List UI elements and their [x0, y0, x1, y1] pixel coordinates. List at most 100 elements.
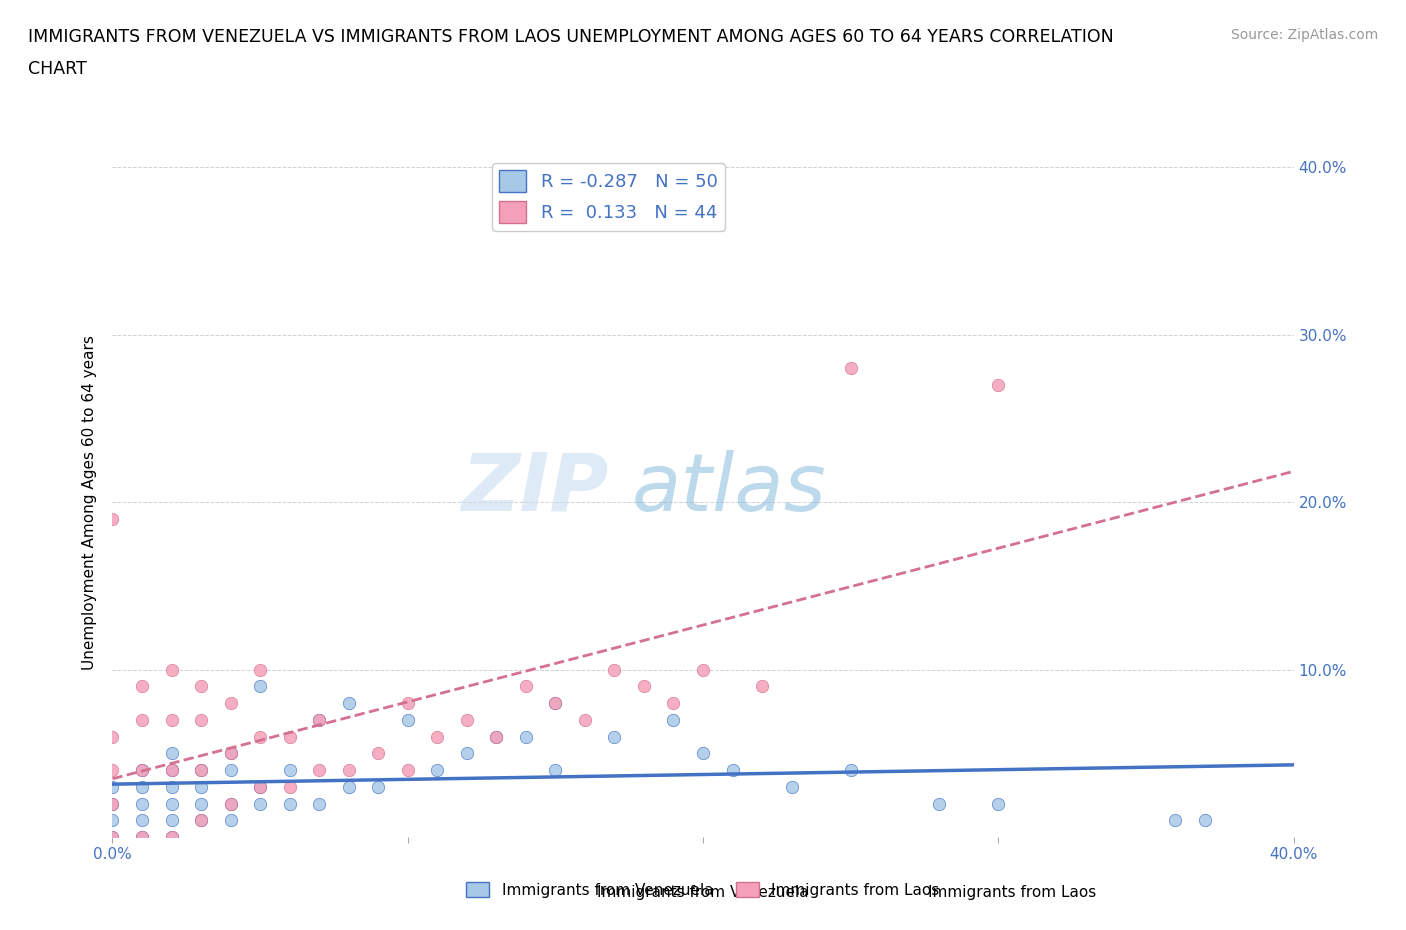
Point: [190, 813, 212, 828]
Point: [987, 796, 1010, 811]
Point: [249, 779, 271, 794]
Point: [101, 763, 124, 777]
Point: [190, 813, 212, 828]
Point: [131, 679, 153, 694]
Point: [308, 712, 330, 727]
Point: [160, 813, 183, 828]
Text: Source: ZipAtlas.com: Source: ZipAtlas.com: [1230, 28, 1378, 42]
Point: [101, 830, 124, 844]
Point: [603, 729, 626, 744]
Text: Immigrants from Laos: Immigrants from Laos: [928, 885, 1097, 900]
Point: [692, 746, 714, 761]
Point: [160, 763, 183, 777]
Point: [278, 779, 301, 794]
Point: [396, 712, 419, 727]
Point: [544, 763, 567, 777]
Text: ZIP: ZIP: [461, 450, 609, 528]
Point: [219, 696, 242, 711]
Point: [219, 813, 242, 828]
Point: [603, 662, 626, 677]
Point: [515, 729, 537, 744]
Legend: R = -0.287   N = 50, R =  0.133   N = 44: R = -0.287 N = 50, R = 0.133 N = 44: [492, 163, 725, 231]
Point: [1194, 813, 1216, 828]
Point: [160, 662, 183, 677]
Point: [337, 696, 360, 711]
Point: [574, 712, 596, 727]
Point: [249, 779, 271, 794]
Point: [219, 746, 242, 761]
Point: [278, 763, 301, 777]
Point: [131, 830, 153, 844]
Point: [544, 696, 567, 711]
Point: [249, 679, 271, 694]
Point: [101, 830, 124, 844]
Point: [131, 796, 153, 811]
Point: [190, 712, 212, 727]
Point: [101, 729, 124, 744]
Point: [485, 729, 508, 744]
Point: [662, 712, 685, 727]
Point: [160, 712, 183, 727]
Point: [190, 763, 212, 777]
Text: Immigrants from Venezuela: Immigrants from Venezuela: [598, 885, 808, 900]
Text: IMMIGRANTS FROM VENEZUELA VS IMMIGRANTS FROM LAOS UNEMPLOYMENT AMONG AGES 60 TO : IMMIGRANTS FROM VENEZUELA VS IMMIGRANTS …: [28, 28, 1114, 46]
Point: [633, 679, 655, 694]
Point: [396, 696, 419, 711]
Point: [485, 729, 508, 744]
Point: [131, 712, 153, 727]
Point: [308, 712, 330, 727]
Point: [426, 729, 449, 744]
Point: [160, 830, 183, 844]
Point: [456, 746, 478, 761]
Point: [219, 796, 242, 811]
Point: [456, 712, 478, 727]
Point: [308, 796, 330, 811]
Point: [101, 512, 124, 526]
Point: [928, 796, 950, 811]
Point: [249, 729, 271, 744]
Point: [190, 779, 212, 794]
Point: [987, 378, 1010, 392]
Point: [839, 361, 862, 376]
Point: [249, 796, 271, 811]
Point: [308, 763, 330, 777]
Point: [337, 763, 360, 777]
Point: [692, 662, 714, 677]
Point: [160, 746, 183, 761]
Point: [219, 763, 242, 777]
Point: [367, 779, 389, 794]
Legend: Immigrants from Venezuela, Immigrants from Laos: Immigrants from Venezuela, Immigrants fr…: [460, 875, 946, 904]
Point: [160, 796, 183, 811]
Point: [219, 796, 242, 811]
Point: [101, 813, 124, 828]
Point: [160, 830, 183, 844]
Point: [131, 763, 153, 777]
Point: [396, 763, 419, 777]
Text: CHART: CHART: [28, 60, 87, 78]
Point: [101, 796, 124, 811]
Text: atlas: atlas: [633, 450, 827, 528]
Point: [131, 830, 153, 844]
Point: [515, 679, 537, 694]
Point: [131, 779, 153, 794]
Point: [278, 729, 301, 744]
Point: [780, 779, 803, 794]
Point: [190, 763, 212, 777]
Point: [426, 763, 449, 777]
Point: [721, 763, 744, 777]
Point: [101, 779, 124, 794]
Point: [367, 746, 389, 761]
Point: [839, 763, 862, 777]
Point: [1164, 813, 1187, 828]
Point: [278, 796, 301, 811]
Point: [544, 696, 567, 711]
Y-axis label: Unemployment Among Ages 60 to 64 years: Unemployment Among Ages 60 to 64 years: [82, 335, 97, 670]
Point: [190, 679, 212, 694]
Point: [751, 679, 773, 694]
Point: [101, 796, 124, 811]
Point: [337, 779, 360, 794]
Point: [249, 662, 271, 677]
Point: [160, 763, 183, 777]
Point: [131, 813, 153, 828]
Point: [160, 779, 183, 794]
